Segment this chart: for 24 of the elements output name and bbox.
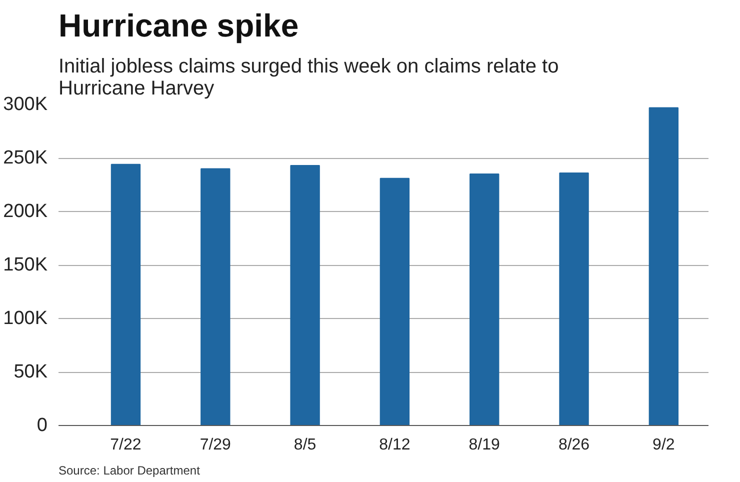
y-tick-label: 100K <box>3 308 48 329</box>
source-note: Source: Labor Department <box>58 464 201 478</box>
bar <box>200 168 230 426</box>
bar <box>470 174 500 426</box>
bar <box>648 107 679 426</box>
x-tick-label: 8/5 <box>294 436 316 454</box>
y-tick-label: 250K <box>3 148 48 168</box>
x-tick-label: 7/29 <box>200 436 232 454</box>
bar <box>559 172 589 426</box>
x-tick-label: 8/19 <box>468 436 500 454</box>
y-tick-label: 300K <box>3 94 48 115</box>
x-tick-label: 7/22 <box>110 436 142 454</box>
x-tick-label: 8/26 <box>558 436 590 454</box>
bar <box>290 164 320 426</box>
y-tick-label: 50K <box>14 362 48 382</box>
bar <box>110 164 141 426</box>
x-tick-label: 9/2 <box>652 436 675 454</box>
chart-title: Hurricane spike <box>58 8 299 44</box>
chart-subtitle: Initial jobless claims surged this week on claims relate to Hurricane Harvey <box>58 56 559 100</box>
y-tick-label: 150K <box>3 254 48 276</box>
bar <box>380 178 410 426</box>
y-tick-label: 200K <box>3 201 48 222</box>
y-tick-label: 0 <box>36 415 48 436</box>
x-tick-label: 8/12 <box>379 436 410 454</box>
